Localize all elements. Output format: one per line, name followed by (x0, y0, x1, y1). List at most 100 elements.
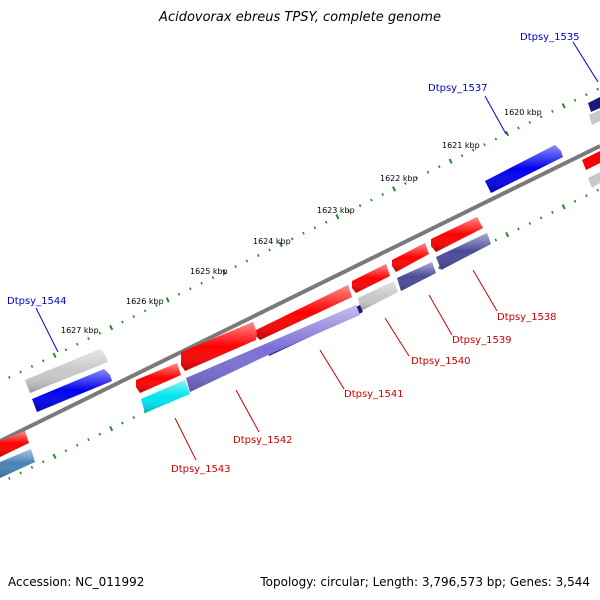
outer-tick (30, 364, 34, 368)
tick-label-1627: 1627 kbp (61, 326, 99, 335)
outer-tick (8, 375, 11, 379)
gene-dtpsy-1543-red[interactable] (136, 363, 181, 393)
gene-forward-gray-topright[interactable] (589, 110, 600, 125)
inner-tick (505, 231, 510, 238)
label-dtpsy-1539[interactable]: Dtpsy_1539 (452, 335, 512, 346)
inner-tick (109, 425, 114, 432)
outer-tick (98, 331, 102, 335)
outer-tick (539, 115, 543, 119)
inner-tick (64, 449, 68, 453)
outer-tick (528, 120, 532, 124)
tick-label-1621: 1621 kbp (442, 141, 480, 150)
outer-tick (189, 287, 192, 291)
outer-tick (347, 209, 351, 213)
accession-text: Accession: NC_011992 (8, 575, 145, 589)
outer-tick (438, 165, 441, 169)
outer-tick (211, 276, 215, 280)
leader-dtpsy-1540 (384, 317, 410, 357)
outer-tick (313, 226, 317, 230)
outer-tick (494, 137, 498, 141)
gene-red-left-partial[interactable] (0, 431, 29, 457)
outer-tick (460, 154, 464, 158)
outer-tick (87, 337, 90, 341)
outer-tick (448, 158, 453, 164)
label-dtpsy-1543[interactable]: Dtpsy_1543 (171, 464, 231, 475)
gene-dtpsy-1544-gray[interactable] (25, 349, 108, 393)
outer-tick (392, 186, 397, 192)
outer-tick (222, 269, 227, 275)
inner-tick (52, 453, 57, 459)
leader-dtpsy-1537 (484, 95, 507, 135)
outer-tick (256, 254, 260, 257)
tick-label-1624: 1624 kbp (253, 237, 291, 246)
gene-dtpsy-1543[interactable] (141, 380, 190, 413)
gene-dtpsy-1539[interactable] (397, 262, 436, 291)
label-dtpsy-1537[interactable]: Dtpsy_1537 (428, 83, 488, 94)
forward-strand-genes (25, 97, 600, 412)
gene-dtpsy-1539-red[interactable] (392, 243, 429, 272)
label-dtpsy-1544[interactable]: Dtpsy_1544 (7, 296, 67, 307)
outer-tick (234, 265, 237, 269)
gene-dtpsy-1544[interactable] (32, 369, 112, 412)
outer-tick (268, 248, 271, 252)
leader-dtpsy-1541 (319, 349, 345, 390)
label-dtpsy-1540[interactable]: Dtpsy_1540 (411, 356, 471, 367)
outer-tick (19, 370, 22, 374)
gene-red-topright-partial[interactable] (582, 151, 600, 170)
inner-tick (30, 465, 34, 469)
outer-tick (561, 103, 566, 109)
gene-dtpsy-1535[interactable] (588, 97, 600, 112)
leader-dtpsy-1543 (174, 417, 197, 461)
leader-dtpsy-1542 (235, 389, 260, 433)
label-dtpsy-1538[interactable]: Dtpsy_1538 (497, 312, 557, 323)
gene-dtpsy-1542[interactable] (186, 305, 360, 392)
gene-steel-left-partial[interactable] (0, 449, 35, 478)
inner-tick (121, 421, 124, 425)
inner-tick (539, 216, 543, 220)
outer-tick (121, 320, 124, 324)
gene-dtpsy-1542-red[interactable] (181, 322, 257, 371)
inner-tick (41, 460, 45, 464)
outer-tick (596, 87, 599, 91)
inner-tick (528, 221, 532, 225)
inner-tick (494, 238, 498, 242)
gene-gray-topright-partial[interactable] (588, 172, 600, 188)
outer-tick (132, 314, 136, 318)
outer-tick (75, 342, 79, 346)
leader-dtpsy-1535 (572, 41, 599, 83)
gene-labels: Dtpsy_1535 Dtpsy_1537 Dtpsy_1544 Dtpsy_1… (7, 32, 580, 475)
gene-dtpsy-1538-red[interactable] (431, 217, 483, 252)
outer-tick (41, 359, 45, 363)
outer-tick (415, 176, 418, 180)
outer-tick (551, 109, 554, 113)
label-dtpsy-1535[interactable]: Dtpsy_1535 (520, 32, 580, 43)
outer-tick (52, 352, 57, 358)
outer-tick (324, 220, 328, 224)
inner-tick (132, 415, 136, 419)
tick-label-1625: 1625 kbp (190, 267, 228, 276)
leader-dtpsy-1538 (472, 269, 498, 312)
gene-dtpsy-1541-red[interactable] (256, 285, 352, 340)
outer-tick (426, 170, 430, 174)
outer-tick (483, 143, 486, 147)
gene-dtpsy-1540-red[interactable] (352, 264, 390, 293)
outer-tick (155, 303, 158, 307)
outer-tick (165, 297, 170, 303)
label-dtpsy-1542[interactable]: Dtpsy_1542 (233, 435, 293, 446)
label-dtpsy-1541[interactable]: Dtpsy_1541 (344, 389, 404, 400)
tick-label-1626: 1626 kbp (126, 297, 164, 306)
gene-dtpsy-1537[interactable] (485, 145, 563, 193)
tick-label-1623: 1623 kbp (317, 206, 355, 215)
gene-dtpsy-1540[interactable] (358, 281, 398, 311)
inner-tick (75, 443, 79, 447)
outer-tick (302, 231, 305, 235)
outer-tick (573, 98, 577, 102)
outer-tick (278, 241, 283, 248)
leader-dtpsy-1539 (428, 294, 453, 336)
outer-tick (143, 309, 147, 313)
inner-tick (8, 476, 11, 480)
gene-dtpsy-1538[interactable] (436, 233, 491, 270)
outer-tick (585, 93, 588, 97)
inner-tick (596, 188, 599, 192)
